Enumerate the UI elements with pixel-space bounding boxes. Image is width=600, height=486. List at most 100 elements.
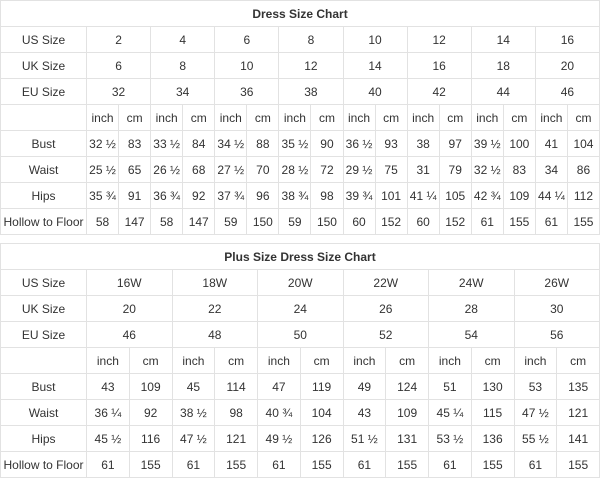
measure-inch-value: 38 ½	[171, 399, 216, 426]
size-value: 32	[85, 78, 152, 105]
unit-label: inch	[428, 347, 472, 374]
unit-label: inch	[406, 104, 440, 131]
measure-inch-value: 38 ¾	[278, 182, 312, 209]
measure-inch-value: 53 ½	[428, 425, 472, 452]
measure-inch-value: 39 ¾	[342, 182, 376, 209]
measure-inch-value: 25 ½	[85, 156, 120, 183]
measure-cm-value: 155	[214, 451, 258, 478]
measure-cm-value: 135	[556, 373, 600, 400]
measure-inch-value: 59	[278, 208, 312, 235]
size-value: 20W	[257, 269, 344, 296]
table-row: Bust 43 109 45 114 47 119 49 124 51 130 53 135	[0, 373, 600, 400]
measure-cm-value: 152	[438, 208, 472, 235]
size-value: 26	[342, 295, 429, 322]
unit-label: inch	[470, 104, 504, 131]
measure-inch-value: 39 ½	[470, 130, 504, 157]
measure-cm-value: 126	[299, 425, 344, 452]
measure-cm-value: 155	[556, 451, 600, 478]
measure-inch-value: 59	[214, 208, 248, 235]
unit-row: inch cm inch cm inch cm inch cm inch cm inch cm inch…	[0, 104, 600, 131]
measure-cm-value: 104	[566, 130, 600, 157]
size-value: 12	[278, 52, 344, 79]
row-label: UK Size	[0, 295, 87, 322]
measure-cm-value: 155	[470, 451, 515, 478]
table-row: EU Size 46 48 50 52 54 56	[0, 321, 600, 348]
measure-cm-value: 136	[470, 425, 515, 452]
measure-cm-value: 101	[374, 182, 408, 209]
measure-cm-value: 147	[118, 208, 152, 235]
size-value: 4	[150, 26, 216, 53]
measure-inch-value: 58	[85, 208, 120, 235]
measure-inch-value: 61	[534, 208, 568, 235]
measure-inch-value: 49 ½	[257, 425, 301, 452]
size-value: 56	[513, 321, 600, 348]
unit-label: inch	[513, 347, 558, 374]
measure-inch-value: 61	[342, 451, 387, 478]
measure-inch-value: 43	[86, 373, 130, 400]
row-label-empty	[0, 104, 87, 131]
table-title-row: Dress Size Chart	[0, 0, 600, 27]
unit-label: cm	[299, 347, 344, 374]
measure-inch-value: 27 ½	[214, 156, 248, 183]
measure-inch-value: 49	[342, 373, 387, 400]
row-label: Hollow to Floor	[0, 208, 87, 235]
measure-inch-value: 61	[470, 208, 504, 235]
measure-cm-value: 115	[470, 399, 515, 426]
measure-cm-value: 116	[128, 425, 173, 452]
measure-cm-value: 100	[502, 130, 536, 157]
row-label: EU Size	[0, 321, 87, 348]
size-value: 16	[406, 52, 472, 79]
row-label: UK Size	[0, 52, 87, 79]
measure-cm-value: 79	[438, 156, 472, 183]
measure-cm-value: 124	[385, 373, 429, 400]
measure-cm-value: 104	[299, 399, 344, 426]
measure-inch-value: 47	[257, 373, 301, 400]
unit-label: cm	[385, 347, 429, 374]
size-value: 10	[342, 26, 408, 53]
unit-label: cm	[128, 347, 173, 374]
measure-cm-value: 83	[118, 130, 152, 157]
size-value: 52	[342, 321, 429, 348]
measure-cm-value: 88	[246, 130, 280, 157]
unit-label: cm	[566, 104, 600, 131]
measure-inch-value: 34	[534, 156, 568, 183]
unit-label: cm	[182, 104, 216, 131]
measure-inch-value: 33 ½	[150, 130, 184, 157]
table-row: UK Size 20 22 24 26 28 30	[0, 295, 600, 322]
size-value: 26W	[513, 269, 600, 296]
size-value: 46	[86, 321, 173, 348]
dress-size-chart: Dress Size Chart US Size 2 4 6 8 10 12 14 16 UK Si…	[0, 0, 600, 235]
row-label: Bust	[0, 130, 87, 157]
size-value: 24W	[428, 269, 515, 296]
unit-label: cm	[310, 104, 344, 131]
measure-inch-value: 36 ¾	[150, 182, 184, 209]
measure-inch-value: 41 ¼	[406, 182, 440, 209]
measure-inch-value: 31	[406, 156, 440, 183]
measure-inch-value: 60	[342, 208, 376, 235]
table-row: Hollow to Floor 58 147 58 147 59 150 59 150 60 152…	[0, 208, 600, 235]
measure-inch-value: 29 ½	[342, 156, 376, 183]
measure-cm-value: 130	[470, 373, 515, 400]
unit-label: inch	[86, 347, 130, 374]
measure-cm-value: 155	[385, 451, 429, 478]
measure-cm-value: 86	[566, 156, 600, 183]
unit-label: cm	[470, 347, 515, 374]
measure-cm-value: 65	[118, 156, 152, 183]
measure-cm-value: 90	[310, 130, 344, 157]
measure-cm-value: 91	[118, 182, 152, 209]
row-label: Hips	[0, 425, 87, 452]
measure-inch-value: 45	[171, 373, 216, 400]
row-label: Bust	[0, 373, 87, 400]
measure-inch-value: 37 ¾	[214, 182, 248, 209]
size-value: 54	[428, 321, 515, 348]
measure-cm-value: 105	[438, 182, 472, 209]
size-value: 34	[150, 78, 216, 105]
measure-inch-value: 51	[428, 373, 472, 400]
measure-cm-value: 112	[566, 182, 600, 209]
row-label: US Size	[0, 26, 87, 53]
measure-cm-value: 121	[556, 399, 600, 426]
unit-label: inch	[278, 104, 312, 131]
measure-inch-value: 41	[534, 130, 568, 157]
measure-inch-value: 55 ½	[513, 425, 558, 452]
row-label: US Size	[0, 269, 87, 296]
